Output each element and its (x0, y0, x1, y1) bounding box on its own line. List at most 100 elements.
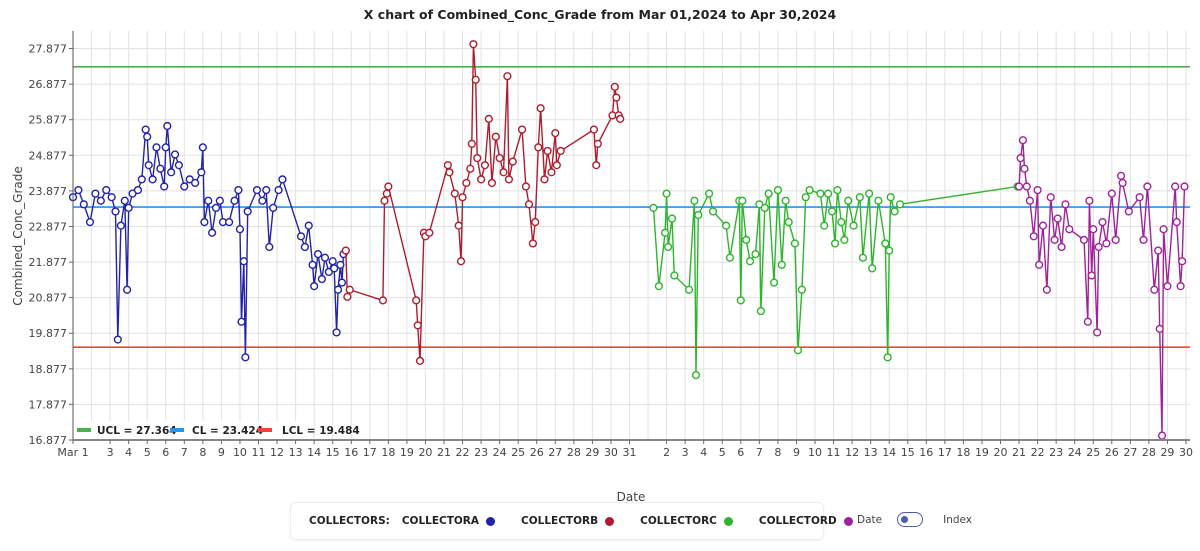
data-point (491, 132, 500, 141)
data-point (174, 161, 183, 170)
data-point (191, 178, 200, 188)
data-point (536, 104, 545, 113)
series-collectorc (649, 182, 1022, 380)
collector-d-toggle[interactable]: COLLECTORD (759, 515, 853, 527)
data-point (1111, 235, 1120, 244)
x-tick-label: 15 (326, 446, 340, 459)
data-point (262, 185, 271, 195)
legend-swatch-ucl (77, 428, 91, 432)
data-point (252, 185, 262, 195)
collector-b-toggle[interactable]: COLLECTORB (521, 515, 615, 527)
data-point (1180, 182, 1189, 191)
data-point (450, 189, 459, 198)
collector-b-dot-icon (605, 516, 615, 526)
data-point (466, 164, 475, 173)
x-tick-label: 9 (793, 446, 800, 459)
date-index-toggle[interactable] (897, 512, 924, 527)
data-point (610, 82, 619, 91)
data-point (742, 235, 751, 244)
control-lines (73, 66, 1190, 349)
data-point (336, 260, 345, 269)
data-point (784, 218, 793, 227)
x-tick-label: 26 (1105, 446, 1119, 459)
data-point (317, 274, 326, 284)
x-axis-label: Date (617, 490, 646, 504)
collector-a-toggle[interactable]: COLLECTORA (402, 515, 496, 527)
data-point (113, 335, 122, 344)
data-point (1050, 235, 1059, 244)
y-tick-label: 16.877 (29, 434, 68, 447)
data-point (499, 168, 508, 177)
data-point (1014, 182, 1024, 191)
data-point (1154, 246, 1163, 255)
data-point (384, 182, 393, 191)
data-point (1083, 317, 1092, 326)
data-point (1016, 153, 1025, 163)
data-point (551, 129, 560, 138)
y-tick-label: 23.877 (29, 185, 68, 198)
data-point (458, 193, 467, 202)
legend-ucl: UCL = 27.364 (97, 425, 177, 437)
data-point (521, 182, 531, 191)
x-tick-label: 24 (493, 446, 507, 459)
data-point (237, 317, 246, 326)
data-point (540, 175, 549, 184)
data-point (180, 182, 189, 191)
data-point (874, 196, 883, 205)
collector-c-toggle[interactable]: COLLECTORC (640, 515, 733, 527)
collector-a-dot-icon (486, 516, 496, 526)
data-point (156, 164, 165, 173)
data-point (738, 196, 747, 205)
x-tick-label: 18 (956, 446, 970, 459)
legend-swatch-lcl (258, 428, 272, 432)
data-point (881, 239, 890, 248)
data-point (211, 203, 221, 212)
data-point (670, 271, 679, 280)
data-point (1118, 178, 1127, 188)
data-point (528, 239, 537, 248)
y-tick-label: 22.877 (29, 220, 68, 233)
data-point (1079, 235, 1089, 244)
data-point (801, 193, 810, 202)
data-point (208, 228, 217, 237)
data-point (849, 221, 858, 230)
data-point (243, 207, 252, 216)
data-point (445, 168, 454, 177)
data-point (827, 207, 837, 216)
data-point (79, 200, 88, 209)
data-point (1157, 431, 1167, 440)
series-collectorb (341, 40, 625, 365)
data-point (274, 185, 283, 195)
data-point (239, 257, 248, 266)
data-point (1093, 328, 1102, 337)
y-tick-label: 24.877 (29, 149, 68, 162)
data-point (413, 321, 422, 330)
data-point (883, 353, 892, 362)
date-index-switch-group: Date Index (857, 512, 972, 527)
x-tick-label: 3 (682, 446, 689, 459)
data-point (144, 161, 153, 170)
data-point (1135, 193, 1144, 202)
x-tick-label: 22 (1031, 446, 1045, 459)
y-tick-label: 25.877 (29, 114, 68, 127)
x-tick-label: 14 (307, 446, 321, 459)
data-point (91, 189, 100, 198)
data-point (1178, 257, 1187, 266)
data-point (334, 285, 343, 294)
data-point (269, 203, 278, 212)
data-point (1171, 182, 1180, 191)
x-tick-label: 5 (719, 446, 726, 459)
data-point (1061, 200, 1070, 209)
data-point (198, 143, 207, 152)
data-point (469, 40, 478, 49)
x-tick-label: 9 (218, 446, 225, 459)
x-tick-label: 21 (437, 446, 451, 459)
x-tick-label: 13 (289, 446, 303, 459)
x-tick-label: 12 (270, 446, 284, 459)
data-point (736, 296, 745, 305)
data-point (1087, 271, 1096, 280)
data-point (1089, 225, 1098, 234)
data-point (204, 196, 213, 205)
data-point (593, 139, 602, 148)
data-point (378, 296, 388, 305)
